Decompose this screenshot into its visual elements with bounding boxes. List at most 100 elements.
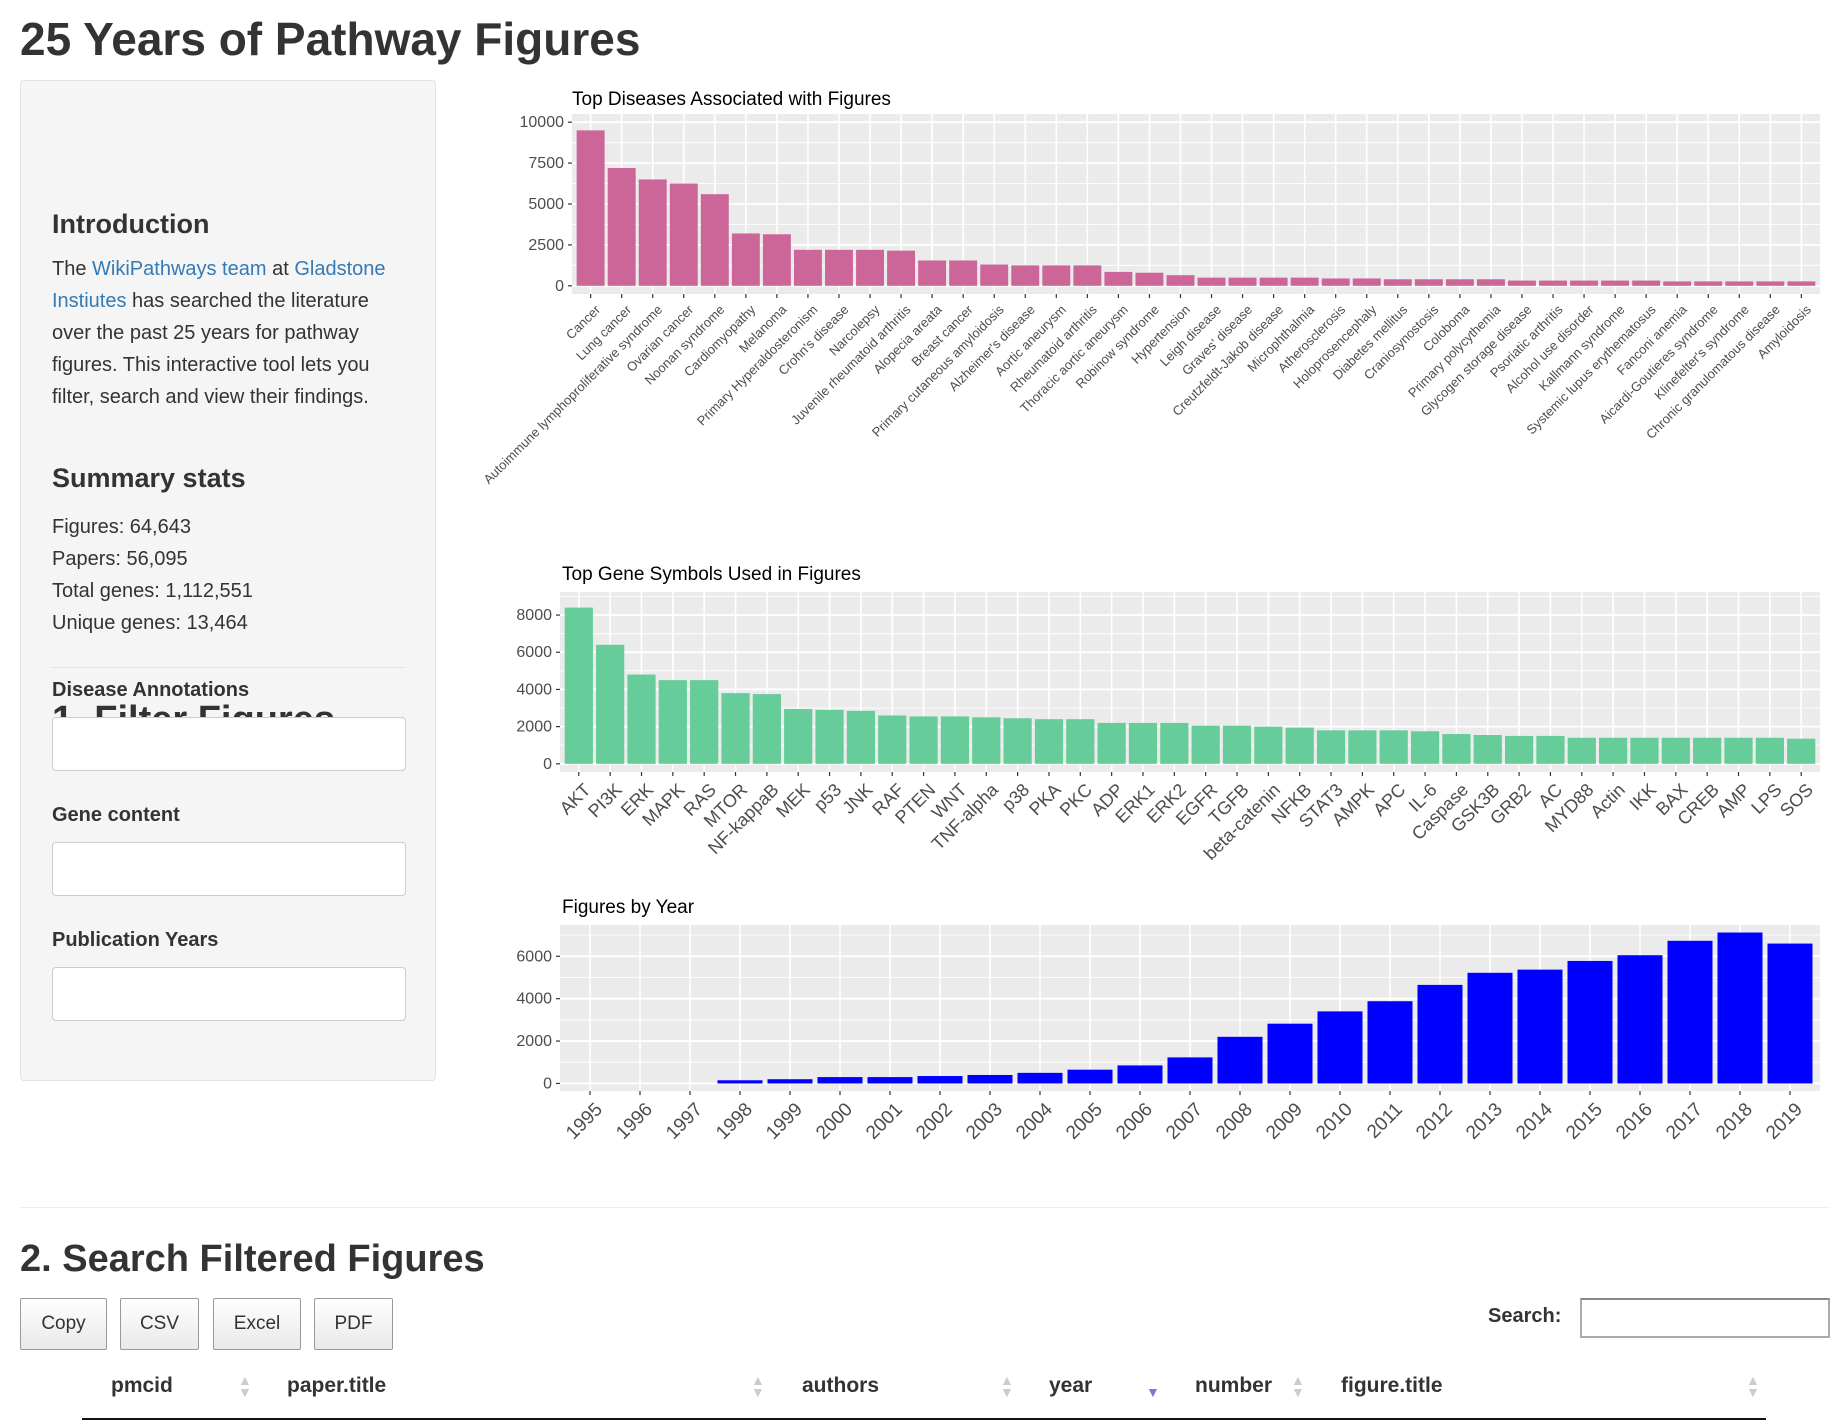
bar <box>1166 275 1195 286</box>
bar <box>917 1076 963 1084</box>
csv-button[interactable]: CSV <box>120 1298 199 1350</box>
bar <box>1267 1023 1313 1084</box>
x-tick-label: 1998 <box>712 1099 757 1144</box>
bar <box>1787 738 1816 764</box>
bar <box>1473 734 1502 764</box>
bar <box>596 644 625 764</box>
bar <box>1367 1001 1413 1084</box>
bar <box>1467 972 1513 1084</box>
x-tick-label: p53 <box>810 780 845 815</box>
bar <box>1505 735 1534 764</box>
x-tick-label: PKA <box>1025 780 1065 820</box>
chart-title: Top Diseases Associated with Figures <box>572 89 891 110</box>
years-chart: Figures by Year 0 2000 4000 6000 1995 1996 1997… <box>516 897 1820 1144</box>
bar <box>1667 940 1713 1084</box>
disease-annotations-label: Disease Annotations <box>52 679 250 701</box>
x-tick-label: 2006 <box>1112 1099 1157 1144</box>
bar <box>1767 943 1813 1084</box>
x-tick-label: LPS <box>1747 780 1785 818</box>
bar <box>1197 277 1226 286</box>
bar <box>1417 984 1463 1084</box>
bar <box>1097 722 1126 764</box>
bar <box>1011 265 1040 286</box>
bar <box>1617 955 1663 1084</box>
bar <box>1042 265 1071 286</box>
bar <box>1160 722 1189 764</box>
x-tick-label: 2011 <box>1363 1099 1407 1143</box>
y-tick-label: 2500 <box>528 237 564 254</box>
bar <box>1724 737 1753 764</box>
bar <box>1536 735 1565 764</box>
x-tick-label: 1999 <box>762 1099 807 1144</box>
search-input[interactable] <box>1580 1298 1830 1338</box>
bar <box>1034 719 1064 764</box>
bar <box>1128 722 1158 764</box>
bar <box>1756 281 1785 286</box>
bar <box>1570 280 1599 286</box>
bar <box>1476 279 1505 286</box>
bar <box>1104 271 1133 286</box>
x-tick-label: 2000 <box>812 1099 857 1144</box>
x-tick-label: 2009 <box>1262 1099 1307 1144</box>
column-header-paper-title[interactable]: paper.title <box>287 1374 387 1397</box>
bar <box>1228 277 1257 286</box>
bar <box>752 694 781 764</box>
column-header-number[interactable]: number <box>1195 1374 1273 1397</box>
column-header-authors[interactable]: authors <box>802 1374 880 1397</box>
wikipathways-link[interactable]: WikiPathways team <box>92 258 267 280</box>
summary-stats: Figures: 64,643 Papers: 56,095 Total gen… <box>52 511 253 639</box>
y-tick-label: 4000 <box>516 681 552 698</box>
sort-desc-icon[interactable]: ▼ <box>1146 1384 1160 1400</box>
y-tick-label: 0 <box>543 1075 552 1092</box>
x-tick-label: 2018 <box>1712 1099 1757 1144</box>
sort-both-icon[interactable]: ▲ ▼ <box>1291 1372 1305 1400</box>
column-header-pmcid[interactable]: pmcid <box>111 1374 173 1397</box>
excel-button[interactable]: Excel <box>213 1298 301 1350</box>
bar <box>1445 279 1474 286</box>
gene-content-input[interactable] <box>52 842 406 896</box>
sort-both-icon[interactable]: ▲ ▼ <box>1746 1372 1760 1400</box>
bar <box>669 183 698 286</box>
bar <box>1410 731 1440 764</box>
x-tick-label: 2005 <box>1062 1099 1107 1144</box>
bar <box>1254 726 1283 764</box>
x-tick-label: 2010 <box>1312 1099 1357 1144</box>
x-tick-label: AMP <box>1713 780 1755 822</box>
sort-both-icon[interactable]: ▲ ▼ <box>238 1372 252 1400</box>
stat-unique-genes: Unique genes: 13,464 <box>52 612 248 634</box>
bar <box>1567 960 1613 1084</box>
sort-both-icon[interactable]: ▲ ▼ <box>1000 1372 1014 1400</box>
x-tick-label: 2013 <box>1462 1099 1507 1144</box>
search-label: Search: <box>1488 1305 1562 1327</box>
x-tick-label: PKC <box>1056 780 1096 820</box>
x-tick-label: APC <box>1369 780 1409 820</box>
x-tick-label: SOS <box>1776 780 1817 821</box>
y-tick-label: 8000 <box>516 607 552 624</box>
column-header-year[interactable]: year <box>1049 1374 1093 1397</box>
bar <box>846 710 875 764</box>
intro-text-post: has searched the literature over the pas… <box>52 290 370 408</box>
pdf-button[interactable]: PDF <box>314 1298 393 1350</box>
disease-annotations-input[interactable] <box>52 717 406 771</box>
publication-years-input[interactable] <box>52 967 406 1021</box>
intro-text-mid: at <box>266 258 295 280</box>
x-tick-label: 2008 <box>1212 1099 1257 1144</box>
column-header-figure-title[interactable]: figure.title <box>1341 1374 1443 1397</box>
bar <box>1755 737 1784 764</box>
y-tick-label: 6000 <box>516 948 552 965</box>
copy-button[interactable]: Copy <box>20 1298 107 1350</box>
page-title: 25 Years of Pathway Figures <box>20 13 641 65</box>
bar <box>1317 1011 1363 1084</box>
bar <box>717 1080 763 1084</box>
y-tick-label: 0 <box>543 756 552 773</box>
x-tick-label: JNK <box>838 780 876 818</box>
gladstone-link[interactable]: Gladstone Instiutes <box>52 258 386 312</box>
bar <box>1517 969 1563 1084</box>
bar <box>731 233 760 286</box>
bar <box>1787 281 1816 286</box>
bar <box>1348 730 1377 764</box>
bar <box>918 260 947 286</box>
bar <box>1285 727 1314 764</box>
bar <box>1725 281 1754 286</box>
sort-both-icon[interactable]: ▲ ▼ <box>751 1372 765 1400</box>
